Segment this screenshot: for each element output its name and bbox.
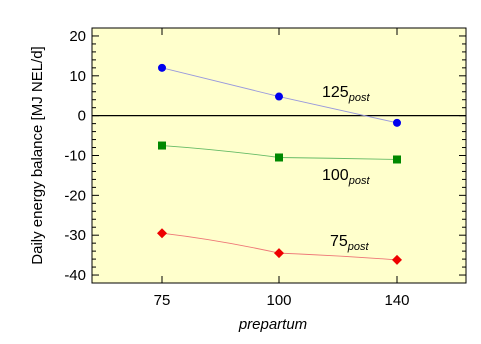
series-label-sub: post xyxy=(348,175,371,187)
x-axis-title: prepartum xyxy=(238,316,307,333)
data-point xyxy=(393,118,401,127)
series-125-post: 125post xyxy=(158,63,401,127)
data-point xyxy=(157,228,167,239)
series-label: 125post xyxy=(322,84,370,104)
y-tick-label: -10 xyxy=(64,148,86,165)
x-tick-label: 100 xyxy=(266,292,291,309)
y-tick-label: 20 xyxy=(69,28,86,45)
y-tick-label: 0 xyxy=(78,108,86,125)
data-point xyxy=(158,141,166,150)
y-tick-label: -20 xyxy=(64,187,86,204)
data-point xyxy=(275,92,283,101)
y-tick-label: 10 xyxy=(69,68,86,85)
data-point xyxy=(392,254,402,265)
data-point xyxy=(275,153,283,162)
series-100-post: 100post xyxy=(158,141,401,187)
y-tick-label: -40 xyxy=(64,267,86,284)
x-tick-label: 140 xyxy=(384,292,409,309)
data-point xyxy=(158,63,166,72)
series-label: 75post xyxy=(330,233,370,253)
series-75-post: 75post xyxy=(157,228,402,265)
series-label-sub: post xyxy=(348,92,371,104)
data-point xyxy=(393,155,401,164)
data-point xyxy=(274,248,284,259)
y-tick-label: -30 xyxy=(64,227,86,244)
y-axis-title: Daily energy balance [MJ NEL/d] xyxy=(29,46,46,264)
series-label-sub: post xyxy=(347,241,370,253)
series-label-main: 100 xyxy=(322,167,349,184)
series-label-main: 75 xyxy=(330,233,348,250)
x-tick-label: 75 xyxy=(154,292,171,309)
series-label-main: 125 xyxy=(322,84,349,101)
series-label: 100post xyxy=(322,167,370,187)
